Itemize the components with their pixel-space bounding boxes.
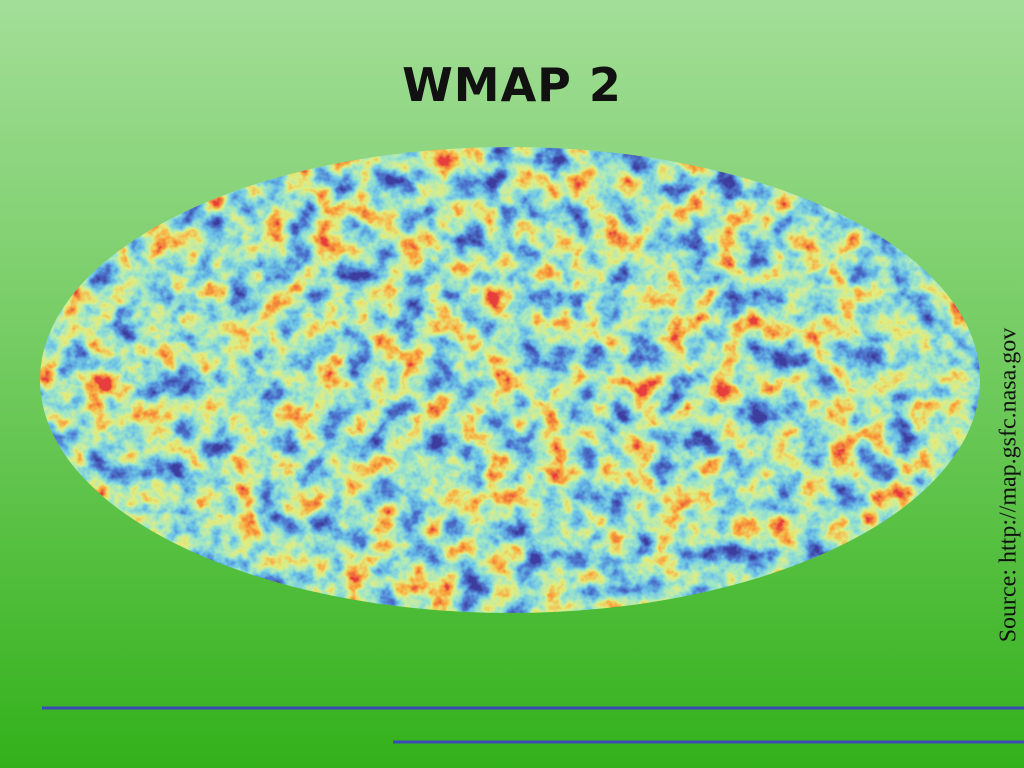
map-texture bbox=[40, 147, 980, 613]
source-note: Source: http://map.gsfc.nasa.gov bbox=[995, 327, 1022, 643]
slide-title: WMAP 2 bbox=[402, 58, 622, 112]
